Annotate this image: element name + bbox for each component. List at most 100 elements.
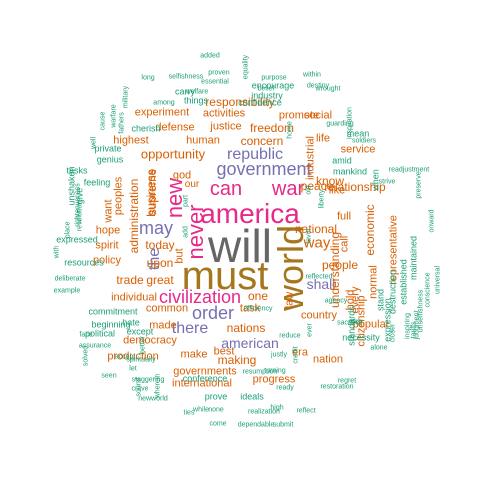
cloud-word: trade	[116, 273, 144, 287]
cloud-word: beginning	[91, 319, 131, 330]
cloud-word: crave	[131, 385, 149, 393]
cloud-word: seen	[101, 372, 117, 380]
cloud-word: private	[94, 143, 122, 154]
cloud-word: opportunity	[140, 146, 206, 162]
cloud-word: favor	[305, 228, 313, 244]
cloud-word: military	[122, 85, 130, 109]
cloud-word: warfare	[110, 104, 118, 128]
cloud-word: responsibility	[205, 95, 275, 109]
cloud-word: america	[200, 198, 300, 229]
cloud-word: war	[271, 178, 305, 200]
cloud-word: revolution	[76, 200, 84, 232]
cloud-word: social	[303, 109, 333, 122]
cloud-word: equality	[242, 54, 250, 80]
cloud-word: accept	[114, 353, 136, 361]
cloud-word: civilization	[158, 287, 242, 307]
cloud-word: strive	[378, 178, 396, 186]
cloud-word: country	[300, 309, 338, 322]
cloud-word: dependable	[237, 421, 275, 429]
cloud-word: sound	[135, 377, 143, 397]
cloud-word: call	[338, 235, 351, 253]
cloud-word: order	[191, 303, 235, 323]
cloud-word: policy	[92, 254, 122, 267]
cloud-word: wherein	[154, 373, 162, 399]
cloud-word: onward	[428, 209, 436, 233]
cloud-word: efficiency	[243, 305, 273, 313]
cloud-word: inspiration	[346, 107, 354, 139]
cloud-word: cherish	[131, 123, 161, 134]
cloud-word: genius	[96, 154, 124, 165]
cloud-word: nations	[226, 321, 266, 335]
cloud-word: justly	[271, 351, 287, 359]
cloud-word: soldiers	[351, 137, 377, 145]
cloud-word: task	[239, 302, 261, 315]
cloud-word: peace	[300, 179, 334, 193]
cloud-word: service	[340, 143, 376, 156]
cloud-word: ready	[276, 384, 294, 392]
cloud-word: great	[146, 273, 174, 287]
cloud-word: alone	[370, 344, 388, 352]
cloud-word: long	[141, 74, 155, 82]
cloud-word: administration	[127, 178, 141, 254]
cloud-word: come	[209, 420, 227, 428]
cloud-word: belief	[257, 85, 275, 93]
cloud-word: let	[129, 365, 137, 373]
cloud-word: nation	[313, 353, 343, 366]
cloud-word: but	[173, 248, 186, 264]
cloud-word: assurance	[78, 342, 112, 350]
cloud-word: production	[107, 350, 159, 363]
cloud-word: newworld	[138, 395, 168, 403]
cloud-word: credit	[292, 346, 300, 364]
cloud-word: industrial	[304, 135, 317, 181]
cloud-word: established	[398, 259, 409, 305]
cloud-word: hate	[122, 317, 140, 328]
cloud-word: ties	[183, 409, 195, 417]
cloud-word: era	[292, 346, 308, 359]
cloud-word: grim	[348, 318, 362, 326]
cloud-word: things	[183, 95, 209, 106]
cloud-word: democracy	[123, 334, 177, 347]
cloud-word: purpose	[261, 74, 287, 82]
cloud-word: concern	[240, 134, 284, 148]
cloud-word: mean	[346, 128, 370, 139]
cloud-word: american	[221, 335, 279, 351]
cloud-word: except	[126, 326, 154, 337]
cloud-word: universal	[434, 265, 442, 295]
cloud-word: there	[171, 320, 209, 337]
cloud-word: conscience	[424, 272, 432, 308]
cloud-word: experiment	[134, 106, 190, 119]
cloud-word: must	[181, 254, 269, 298]
cloud-word: reduce	[279, 332, 301, 340]
cloud-word: ever	[306, 323, 314, 337]
cloud-word: commitment	[88, 306, 138, 317]
cloud-word: justice	[210, 120, 242, 133]
cloud-word: necessity	[342, 332, 380, 343]
cloud-word: while	[193, 406, 209, 414]
cloud-word: within	[303, 71, 321, 79]
cloud-word: tasks	[66, 165, 88, 176]
cloud-word: human	[186, 134, 220, 147]
cloud-word: life	[315, 132, 331, 145]
cloud-word: solved	[82, 345, 90, 367]
cloud-word: best	[213, 345, 235, 358]
cloud-word: deliberate	[54, 275, 86, 283]
cloud-word: fathers	[118, 112, 126, 134]
cloud-word: mankind	[332, 166, 368, 177]
cloud-word: realization	[248, 408, 280, 416]
cloud-word: law	[283, 291, 296, 309]
cloud-word: hope	[95, 224, 121, 237]
cloud-word: expressed	[56, 234, 98, 245]
cloud-word: unselfishness	[417, 289, 425, 333]
cloud-word: better	[139, 336, 147, 354]
cloud-word: add	[182, 226, 190, 238]
cloud-word: inspiring	[404, 312, 412, 340]
cloud-word: submit	[272, 421, 294, 429]
cloud-word: one	[247, 289, 269, 303]
cloud-word: part	[182, 194, 190, 208]
cloud-word: know	[315, 174, 345, 188]
cloud-word: selfishness	[168, 73, 204, 81]
cloud-word: way	[303, 234, 331, 252]
cloud-word: example	[53, 287, 81, 295]
